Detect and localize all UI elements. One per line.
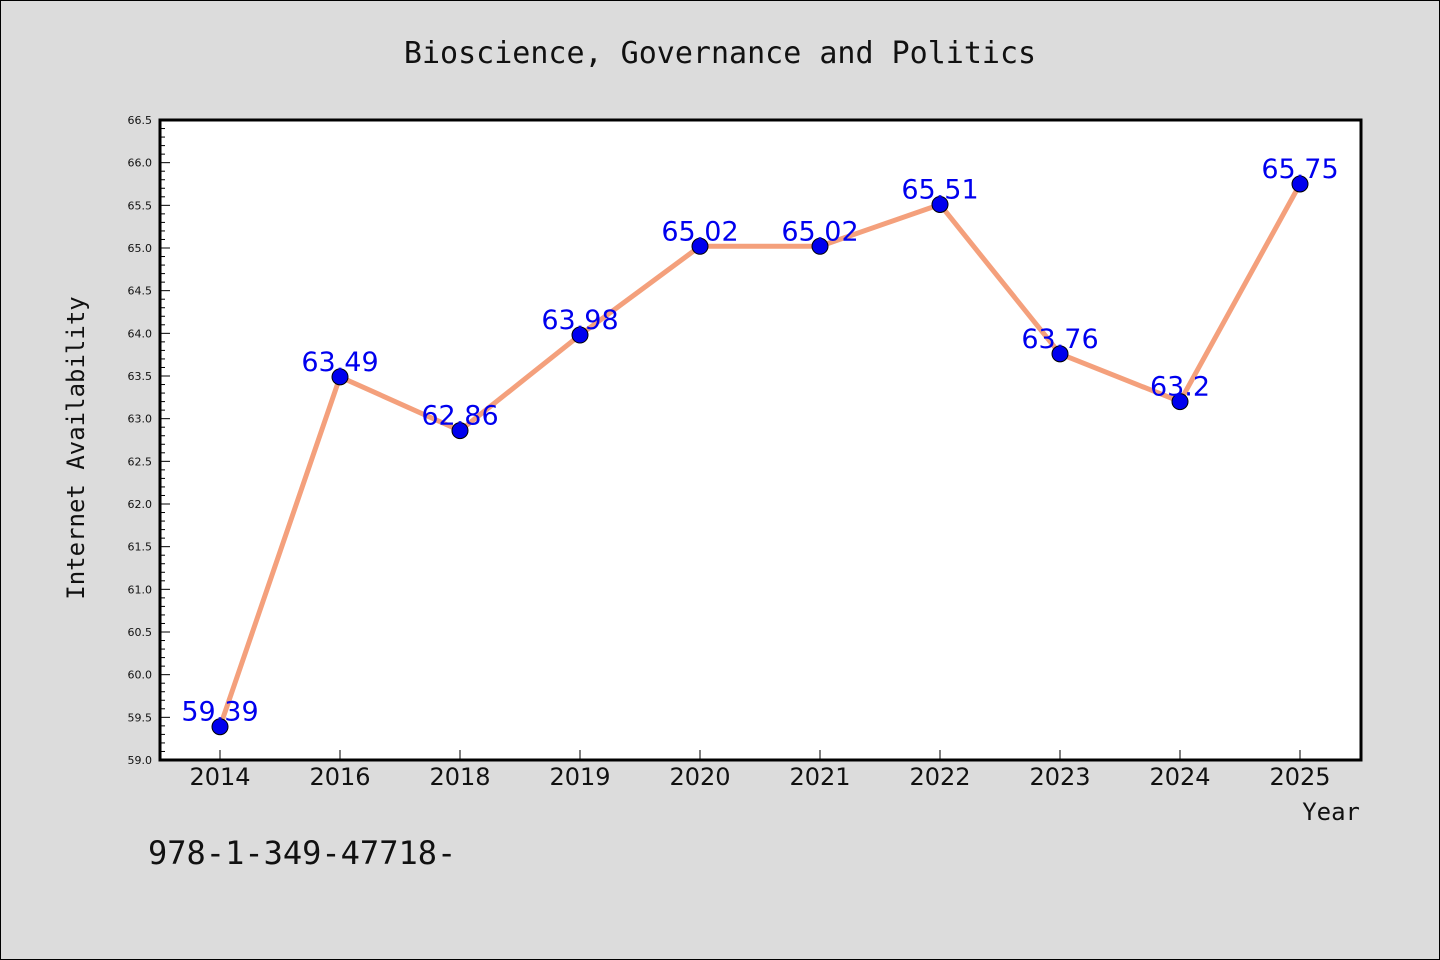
x-tick-label: 2014 xyxy=(189,763,250,791)
y-tick-label: 63.5 xyxy=(128,370,153,383)
data-label: 59.39 xyxy=(181,697,258,728)
y-tick-label: 66.0 xyxy=(128,157,153,170)
data-point xyxy=(1291,175,1309,193)
y-axis: 59.0 59.5 60.0 60.5 61.0 61.5 62.0 62.5 63.0 63.5… xyxy=(128,114,170,767)
y-tick-label: 64.0 xyxy=(128,327,153,340)
data-point xyxy=(211,718,229,736)
data-label: 65.02 xyxy=(781,216,858,247)
data-point xyxy=(451,422,469,440)
x-tick-label: 2016 xyxy=(309,763,370,791)
data-point xyxy=(571,326,589,344)
data-label: 63.76 xyxy=(1021,324,1098,355)
plot-area xyxy=(158,118,1363,762)
data-label: 65.75 xyxy=(1261,154,1338,185)
y-tick-label: 65.5 xyxy=(128,199,153,212)
data-point xyxy=(331,368,349,386)
y-tick-label: 60.5 xyxy=(128,626,153,639)
y-tick-label: 60.0 xyxy=(128,669,153,682)
y-tick-label: 62.5 xyxy=(128,455,153,468)
data-label: 62.86 xyxy=(421,401,498,432)
x-tick-label: 2023 xyxy=(1029,763,1090,791)
y-tick-label: 59.0 xyxy=(128,754,153,767)
x-axis: 2014 2016 2018 2019 2020 2021 2022 2023 2024 2025 xyxy=(189,750,1331,791)
y-tick-label: 64.5 xyxy=(128,285,153,298)
data-point xyxy=(691,237,709,255)
y-tick-label: 66.5 xyxy=(128,114,153,127)
x-tick-label: 2022 xyxy=(909,763,970,791)
y-tick-label: 65.0 xyxy=(128,242,153,255)
series-line xyxy=(217,182,1303,728)
y-tick-label: 61.0 xyxy=(128,583,153,596)
data-label: 63.98 xyxy=(541,305,618,336)
data-label: 65.02 xyxy=(661,216,738,247)
data-label: 63.2 xyxy=(1150,372,1210,403)
data-point xyxy=(931,195,949,213)
x-tick-label: 2019 xyxy=(549,763,610,791)
data-point xyxy=(1051,345,1069,363)
x-tick-label: 2024 xyxy=(1149,763,1210,791)
y-tick-label: 63.0 xyxy=(128,413,153,426)
footer-code: 978-1-349-47718- xyxy=(148,834,456,872)
x-tick-label: 2020 xyxy=(669,763,730,791)
x-tick-label: 2021 xyxy=(789,763,850,791)
series-markers xyxy=(211,175,1309,736)
y-tick-label: 62.0 xyxy=(128,498,153,511)
x-axis-label: Year xyxy=(1302,798,1360,826)
x-tick-label: 2018 xyxy=(429,763,490,791)
x-tick-label: 2025 xyxy=(1269,763,1330,791)
data-labels: 59.39 63.49 62.86 63.98 65.02 65.02 65.51 63.76… xyxy=(181,154,1338,728)
data-point xyxy=(1171,393,1189,411)
y-tick-label: 61.5 xyxy=(128,541,153,554)
y-tick-label: 59.5 xyxy=(128,711,153,724)
data-label: 63.49 xyxy=(301,347,378,378)
data-point xyxy=(811,237,829,255)
data-label: 65.51 xyxy=(901,174,978,205)
y-axis-label: Internet Availability xyxy=(62,296,90,599)
chart-title: Bioscience, Governance and Politics xyxy=(404,36,1036,71)
